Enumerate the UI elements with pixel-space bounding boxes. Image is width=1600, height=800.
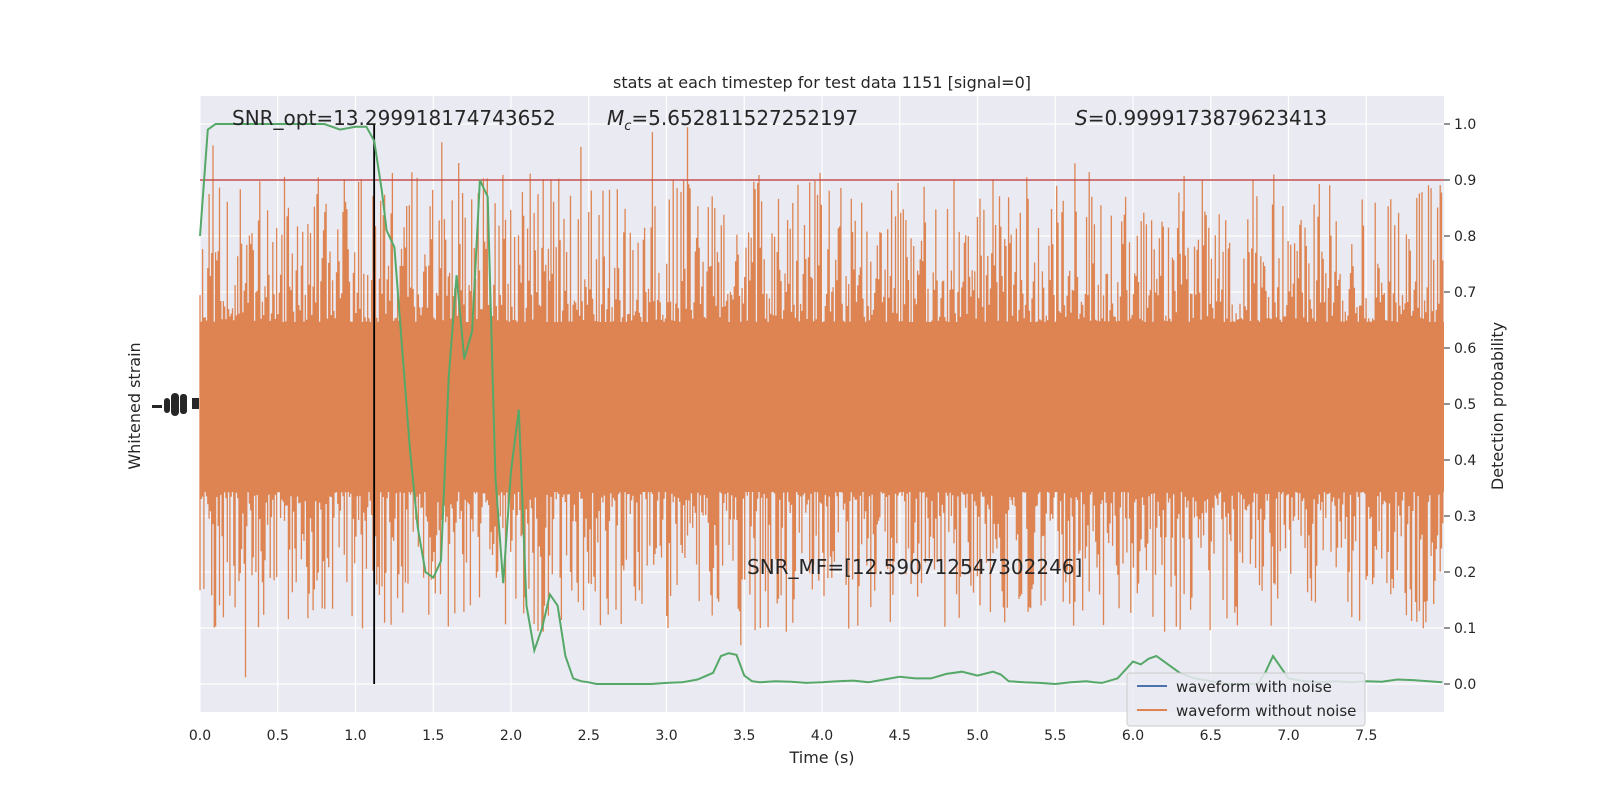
y-tick-label: 0.7 xyxy=(1454,285,1476,301)
legend: waveform with noise waveform without noi… xyxy=(1126,672,1366,727)
x-tick-label: 0.0 xyxy=(189,728,211,744)
chirp-mass-annotation: Mc=5.652811527252197 xyxy=(607,106,858,134)
x-tick-label: 5.5 xyxy=(1044,728,1066,744)
right-y-tick-labels: 0.0 0.1 0.2 0.3 0.4 0.5 0.6 0.7 0.8 0.9 1.0 xyxy=(1444,117,1476,693)
y-tick-label: 0.6 xyxy=(1454,341,1476,357)
score-annotation: S=0.9999173879623413 xyxy=(1075,106,1327,130)
x-tick-label: 4.5 xyxy=(889,728,911,744)
snr-mf-annotation: SNR_MF=[12.590712547302246] xyxy=(747,555,1082,579)
x-tick-label: 6.5 xyxy=(1200,728,1222,744)
y-tick-label: 0.8 xyxy=(1454,229,1476,245)
x-axis-label: Time (s) xyxy=(788,748,854,767)
legend-box xyxy=(1126,672,1366,727)
x-tick-label: 1.0 xyxy=(344,728,366,744)
legend-label-without-noise: waveform without noise xyxy=(1176,702,1356,720)
legend-label-with-noise: waveform with noise xyxy=(1176,678,1332,696)
x-tick-label: 3.5 xyxy=(733,728,755,744)
x-tick-label: 5.0 xyxy=(966,728,988,744)
x-tick-label: 3.0 xyxy=(655,728,677,744)
x-tick-label: 1.5 xyxy=(422,728,444,744)
x-tick-label: 2.0 xyxy=(500,728,522,744)
chart-title: stats at each timestep for test data 115… xyxy=(613,73,1031,92)
y-tick-label: 0.0 xyxy=(1454,677,1476,693)
snr-opt-annotation: SNR_opt=13.299918174743652 xyxy=(232,106,556,130)
x-tick-label: 6.0 xyxy=(1122,728,1144,744)
x-tick-label: 2.5 xyxy=(578,728,600,744)
y-tick-label: 0.4 xyxy=(1454,453,1476,469)
y-tick-label: 0.3 xyxy=(1454,509,1476,525)
x-tick-label: 7.5 xyxy=(1355,728,1377,744)
noise-spikes xyxy=(199,127,1444,678)
x-tick-label: 0.5 xyxy=(267,728,289,744)
y-tick-label: 0.1 xyxy=(1454,621,1476,637)
left-axis-ticks-collapsed xyxy=(152,393,199,416)
left-y-axis-label: Whitened strain xyxy=(125,342,144,469)
x-tick-label: 4.0 xyxy=(811,728,833,744)
x-tick-labels: 0.0 0.5 1.0 1.5 2.0 2.5 3.0 3.5 4.0 4.5 5.0 5.5 6.0 6… xyxy=(189,728,1378,744)
x-tick-label: 7.0 xyxy=(1277,728,1299,744)
right-y-axis-label: Detection probability xyxy=(1488,322,1507,490)
y-tick-label: 0.9 xyxy=(1454,173,1476,189)
y-tick-label: 0.2 xyxy=(1454,565,1476,581)
y-tick-label: 1.0 xyxy=(1454,117,1476,133)
y-tick-label: 0.5 xyxy=(1454,397,1476,413)
